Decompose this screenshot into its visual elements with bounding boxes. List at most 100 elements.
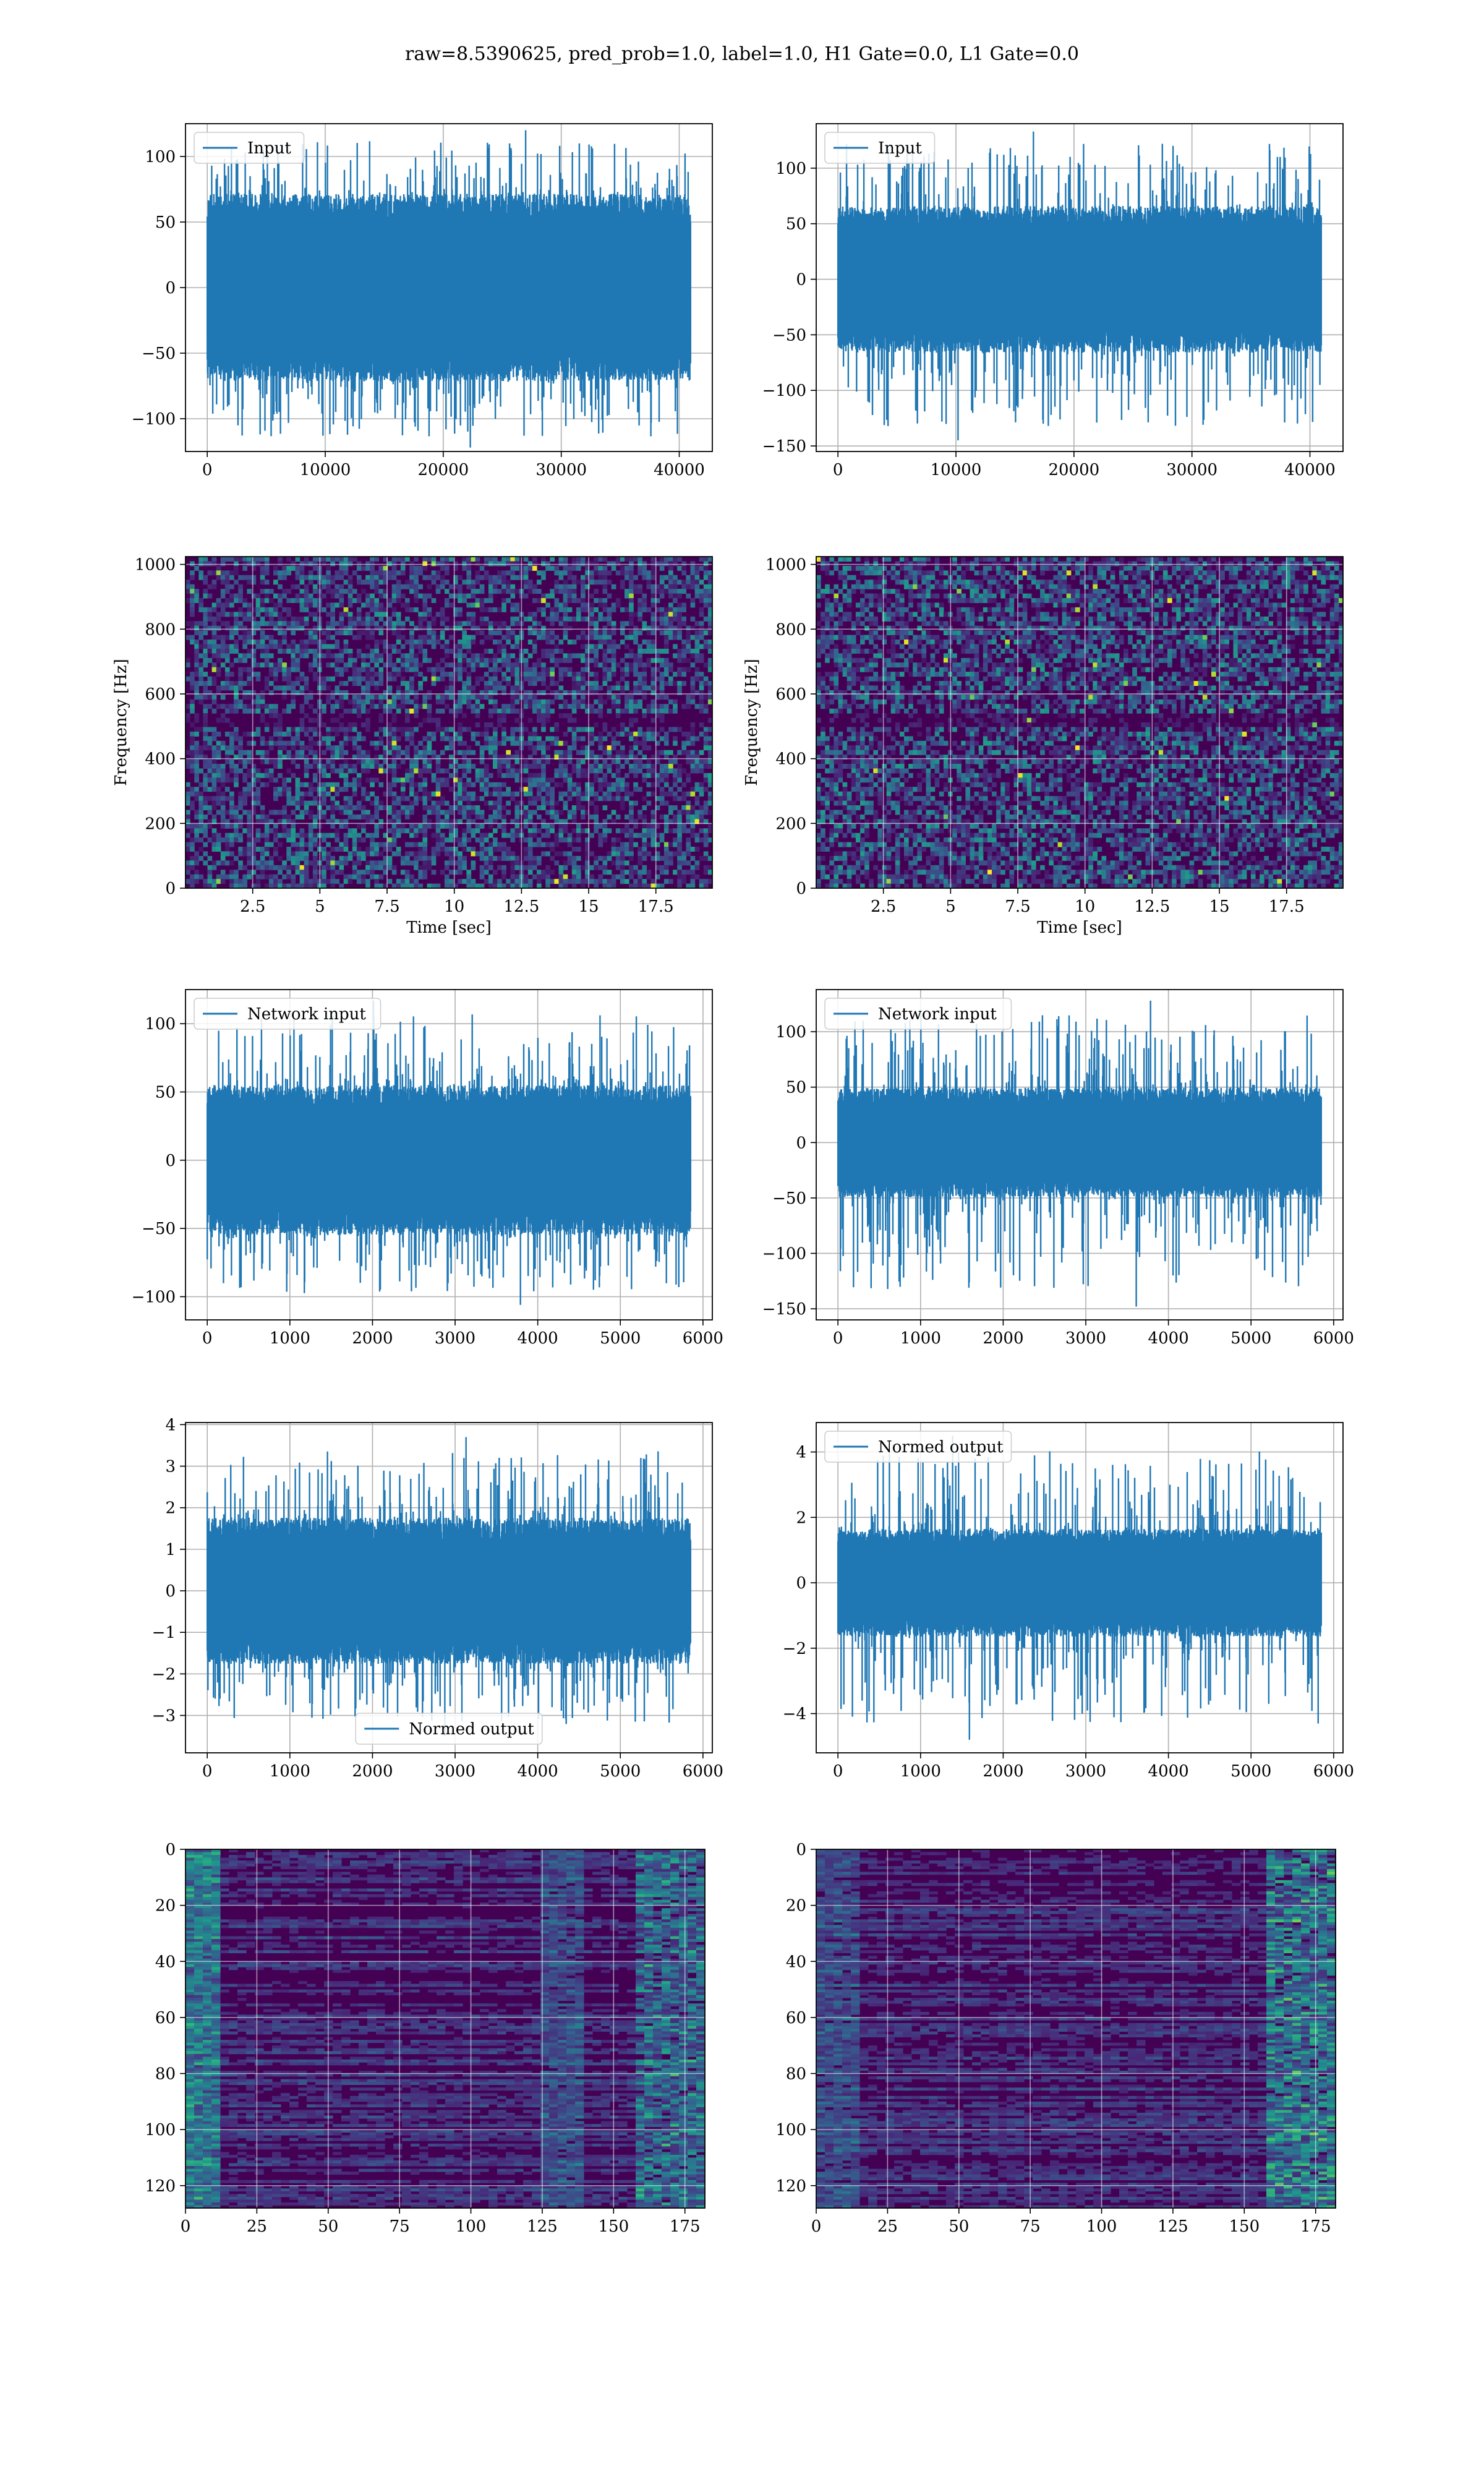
x-tick-label: 125 [527,2217,558,2236]
axes-frame [816,989,1344,1320]
y-tick-label: 50 [155,213,176,232]
spectrogram-image [186,557,713,889]
y-tick-label: −100 [762,382,806,400]
axes-frame [185,556,713,889]
y-tick-label: 0 [165,880,176,898]
x-tick-label: 4000 [1148,1762,1189,1781]
axes-frame [816,1849,1336,2209]
x-tick-label: 17.5 [638,897,674,916]
x-tick-label: 125 [1158,2217,1188,2236]
x-tick-label: 50 [949,2217,969,2236]
h1-input-plot: 0 10000 20000 30000 40000 −100 −50 0 50 100 Input [132,123,713,505]
y-tick-label: 800 [145,620,176,639]
legend: Normed output [824,1431,1012,1463]
y-tick-label: −50 [772,326,806,345]
legend: Network input [824,998,1012,1030]
x-tick-label: 2.5 [871,897,896,916]
y-tick-label: 100 [775,2121,806,2139]
axes-frame [185,989,713,1320]
series-band [207,1123,691,1198]
x-tick-label: 150 [1229,2217,1260,2236]
x-tick-label: 20000 [1048,461,1099,479]
h1-network-input-plot: 0 1000 2000 3000 4000 5000 6000 −100 −50 0 50 100 Ne… [132,989,723,1373]
h1-network-output-heatmap: 0 25 50 75 100 125 150 175 0 20 40 60 80 100 120 [145,1841,706,2245]
l1-network-input-plot: 0 1000 2000 3000 4000 5000 6000 −150 −100 −50 0 50 1… [762,989,1354,1373]
y-tick-label: 50 [155,1083,176,1102]
axes-frame [185,1422,713,1753]
series-band [207,241,691,335]
x-tick-label: 25 [877,2217,898,2236]
y-tick-label: −50 [142,345,176,363]
legend: Input [824,132,936,164]
y-tick-label: −1 [152,1624,176,1642]
x-tick-label: 7.5 [1005,897,1030,916]
y-tick-label: 40 [786,1953,806,1971]
y-tick-label: −100 [132,410,176,429]
y-tick-label: −3 [152,1707,176,1726]
x-tick-label: 10 [444,897,464,916]
y-tick-label: −150 [762,437,806,456]
y-tick-label: 4 [796,1444,806,1462]
y-tick-label: 400 [145,750,176,769]
x-tick-label: 0 [202,461,213,479]
series-band [838,1115,1321,1170]
y-tick-label: 400 [775,750,806,769]
legend-box [194,132,305,164]
legend-box [824,998,1012,1030]
legend: Input [194,132,305,164]
x-tick-label: 30000 [1166,461,1217,479]
x-tick-label: 2000 [983,1762,1023,1781]
x-tick-label: 0 [833,1762,843,1781]
y-tick-label: −50 [772,1189,806,1208]
y-tick-label: 100 [145,1015,176,1034]
x-tick-label: 1000 [270,1329,310,1348]
l1-normed-output-plot: 0 1000 2000 3000 4000 5000 6000 −4 −2 0 2 4 Normed o… [783,1422,1354,1806]
x-tick-label: 75 [1020,2217,1041,2236]
y-tick-label: 50 [786,215,806,234]
x-tick-label: 2000 [352,1762,393,1781]
h1-spectrogram: 2.5 5 7.5 10 12.5 15 17.5 0 200 400 600 800 1000 Time… [112,556,713,959]
x-tick-label: 2000 [983,1329,1023,1348]
x-tick-label: 6000 [683,1329,723,1348]
x-tick-label: 4000 [518,1329,558,1348]
y-tick-label: 0 [165,1841,176,1859]
heatmap-image [816,1849,1336,2209]
l1-input-plot: 0 10000 20000 30000 40000 −150 −100 −50 0 50 100 In… [762,123,1344,505]
x-tick-label: 4000 [1148,1329,1189,1348]
legend-box [194,998,382,1030]
x-tick-label: 20000 [417,461,469,479]
legend-label: Normed output [878,1438,1004,1457]
legend-label: Input [247,139,291,158]
y-tick-label: 2 [165,1499,176,1518]
series-band [838,242,1321,316]
axes-frame [816,1422,1344,1753]
h1-normed-output-plot: 0 1000 2000 3000 4000 5000 6000 −3 −2 −1 0 1 2 3 4 Norm… [152,1416,723,1806]
y-tick-label: 0 [165,279,176,297]
x-tick-label: 0 [833,1329,843,1348]
x-tick-label: 75 [390,2217,410,2236]
y-axis-label: Frequency [Hz] [743,659,761,786]
y-tick-label: 100 [775,1023,806,1042]
y-tick-label: 3 [165,1458,176,1476]
y-tick-label: 1000 [765,556,806,575]
x-tick-label: 40000 [654,461,705,479]
y-tick-label: −150 [762,1300,806,1319]
x-tick-label: 15 [1209,897,1229,916]
x-tick-label: 1000 [270,1762,310,1781]
legend-label: Network input [878,1005,997,1024]
y-tick-label: 0 [796,1574,806,1593]
x-tick-label: 2000 [352,1329,393,1348]
y-tick-label: 0 [165,1582,176,1601]
x-tick-label: 0 [833,461,843,479]
x-tick-label: 10 [1075,897,1095,916]
axes-frame [185,1849,706,2209]
gridlines [186,557,712,889]
x-tick-label: 5000 [600,1329,641,1348]
x-tick-label: 175 [670,2217,701,2236]
legend-box [824,132,936,164]
y-tick-label: 0 [165,1152,176,1170]
legend-label: Input [878,139,922,158]
x-tick-label: 5000 [1230,1762,1271,1781]
y-tick-label: −2 [783,1640,806,1658]
y-tick-label: −4 [783,1705,806,1724]
